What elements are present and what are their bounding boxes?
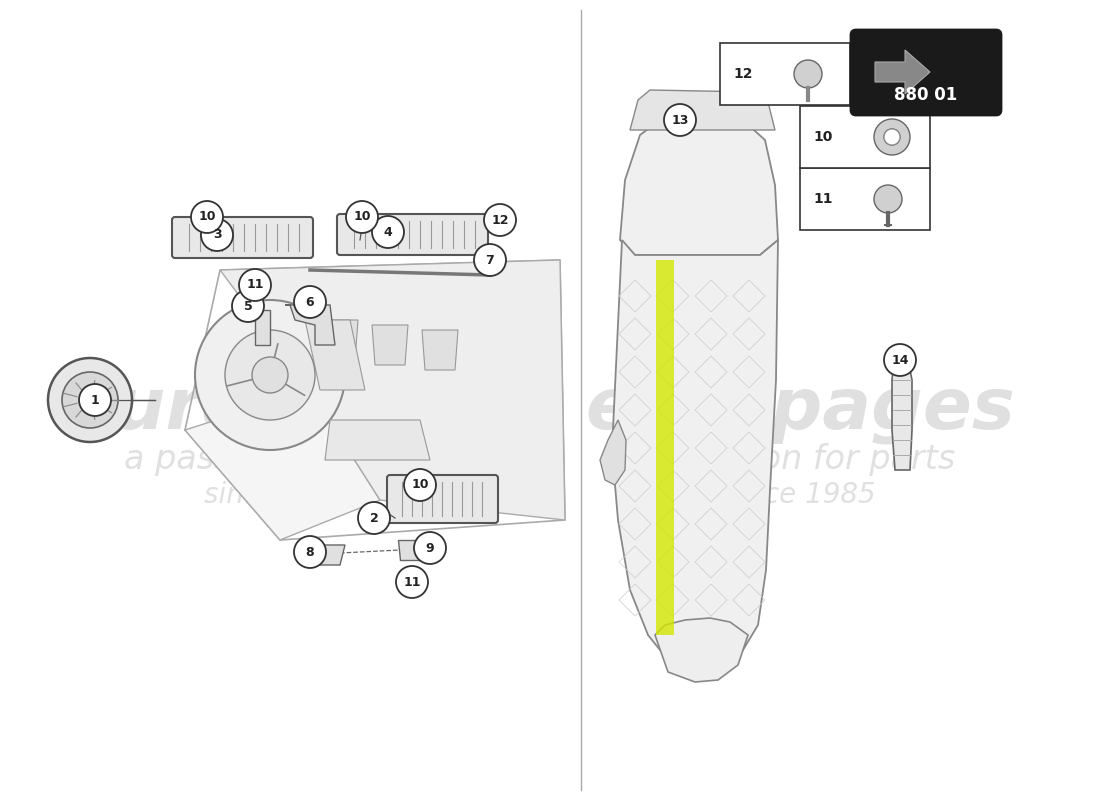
Polygon shape xyxy=(372,325,408,365)
Circle shape xyxy=(226,330,315,420)
Polygon shape xyxy=(220,260,565,520)
Polygon shape xyxy=(398,540,434,560)
Circle shape xyxy=(346,201,378,233)
FancyBboxPatch shape xyxy=(337,214,488,255)
FancyBboxPatch shape xyxy=(656,260,674,635)
Text: a passion for parts: a passion for parts xyxy=(124,443,436,477)
Polygon shape xyxy=(874,50,929,94)
Text: a passion for parts: a passion for parts xyxy=(645,443,956,477)
Polygon shape xyxy=(620,120,778,255)
Circle shape xyxy=(884,129,900,145)
Text: 11: 11 xyxy=(246,278,264,291)
Text: 9: 9 xyxy=(426,542,434,554)
Text: 2: 2 xyxy=(370,511,378,525)
Circle shape xyxy=(48,358,132,442)
Polygon shape xyxy=(630,90,776,130)
Circle shape xyxy=(474,244,506,276)
Polygon shape xyxy=(324,420,430,460)
Polygon shape xyxy=(600,420,626,485)
FancyBboxPatch shape xyxy=(851,30,1001,115)
Text: since 1985: since 1985 xyxy=(724,481,876,509)
Circle shape xyxy=(239,269,271,301)
Circle shape xyxy=(396,566,428,598)
FancyBboxPatch shape xyxy=(720,43,850,105)
Circle shape xyxy=(294,286,326,318)
Circle shape xyxy=(79,384,111,416)
Text: 11: 11 xyxy=(813,192,833,206)
Text: 5: 5 xyxy=(243,299,252,313)
Circle shape xyxy=(232,290,264,322)
Polygon shape xyxy=(300,545,345,565)
Polygon shape xyxy=(185,390,380,540)
FancyBboxPatch shape xyxy=(387,475,498,523)
Circle shape xyxy=(191,201,223,233)
Text: 10: 10 xyxy=(813,130,833,144)
Polygon shape xyxy=(322,320,358,360)
Polygon shape xyxy=(612,240,778,672)
Text: 10: 10 xyxy=(198,210,216,223)
Circle shape xyxy=(201,219,233,251)
Circle shape xyxy=(404,469,436,501)
Circle shape xyxy=(358,502,390,534)
Circle shape xyxy=(884,129,900,145)
Circle shape xyxy=(884,344,916,376)
Text: 10: 10 xyxy=(353,210,371,223)
FancyBboxPatch shape xyxy=(800,168,929,230)
Text: 6: 6 xyxy=(306,295,315,309)
Text: 8: 8 xyxy=(306,546,315,558)
Text: europages: europages xyxy=(65,375,495,445)
Text: europages: europages xyxy=(585,375,1015,445)
FancyBboxPatch shape xyxy=(172,217,314,258)
Polygon shape xyxy=(240,310,270,345)
Circle shape xyxy=(484,204,516,236)
Circle shape xyxy=(874,119,910,155)
Circle shape xyxy=(414,532,446,564)
Text: 7: 7 xyxy=(485,254,494,266)
FancyBboxPatch shape xyxy=(800,106,929,168)
Text: 13: 13 xyxy=(671,114,689,126)
Text: 4: 4 xyxy=(384,226,393,238)
Circle shape xyxy=(874,185,902,213)
Polygon shape xyxy=(305,320,365,390)
Text: 12: 12 xyxy=(733,67,752,81)
Circle shape xyxy=(294,536,326,568)
Text: since 1985: since 1985 xyxy=(205,481,355,509)
Text: 3: 3 xyxy=(212,229,221,242)
Text: 11: 11 xyxy=(404,575,420,589)
Text: 12: 12 xyxy=(492,214,508,226)
Polygon shape xyxy=(654,618,748,682)
Text: 880 01: 880 01 xyxy=(894,86,958,104)
Circle shape xyxy=(195,300,345,450)
Circle shape xyxy=(794,60,822,88)
Text: 10: 10 xyxy=(411,478,429,491)
Circle shape xyxy=(252,357,288,393)
Polygon shape xyxy=(422,330,458,370)
Polygon shape xyxy=(285,305,336,345)
Polygon shape xyxy=(892,360,912,470)
Circle shape xyxy=(664,104,696,136)
Text: 1: 1 xyxy=(90,394,99,406)
Text: 14: 14 xyxy=(891,354,909,366)
Circle shape xyxy=(62,372,118,428)
Circle shape xyxy=(372,216,404,248)
